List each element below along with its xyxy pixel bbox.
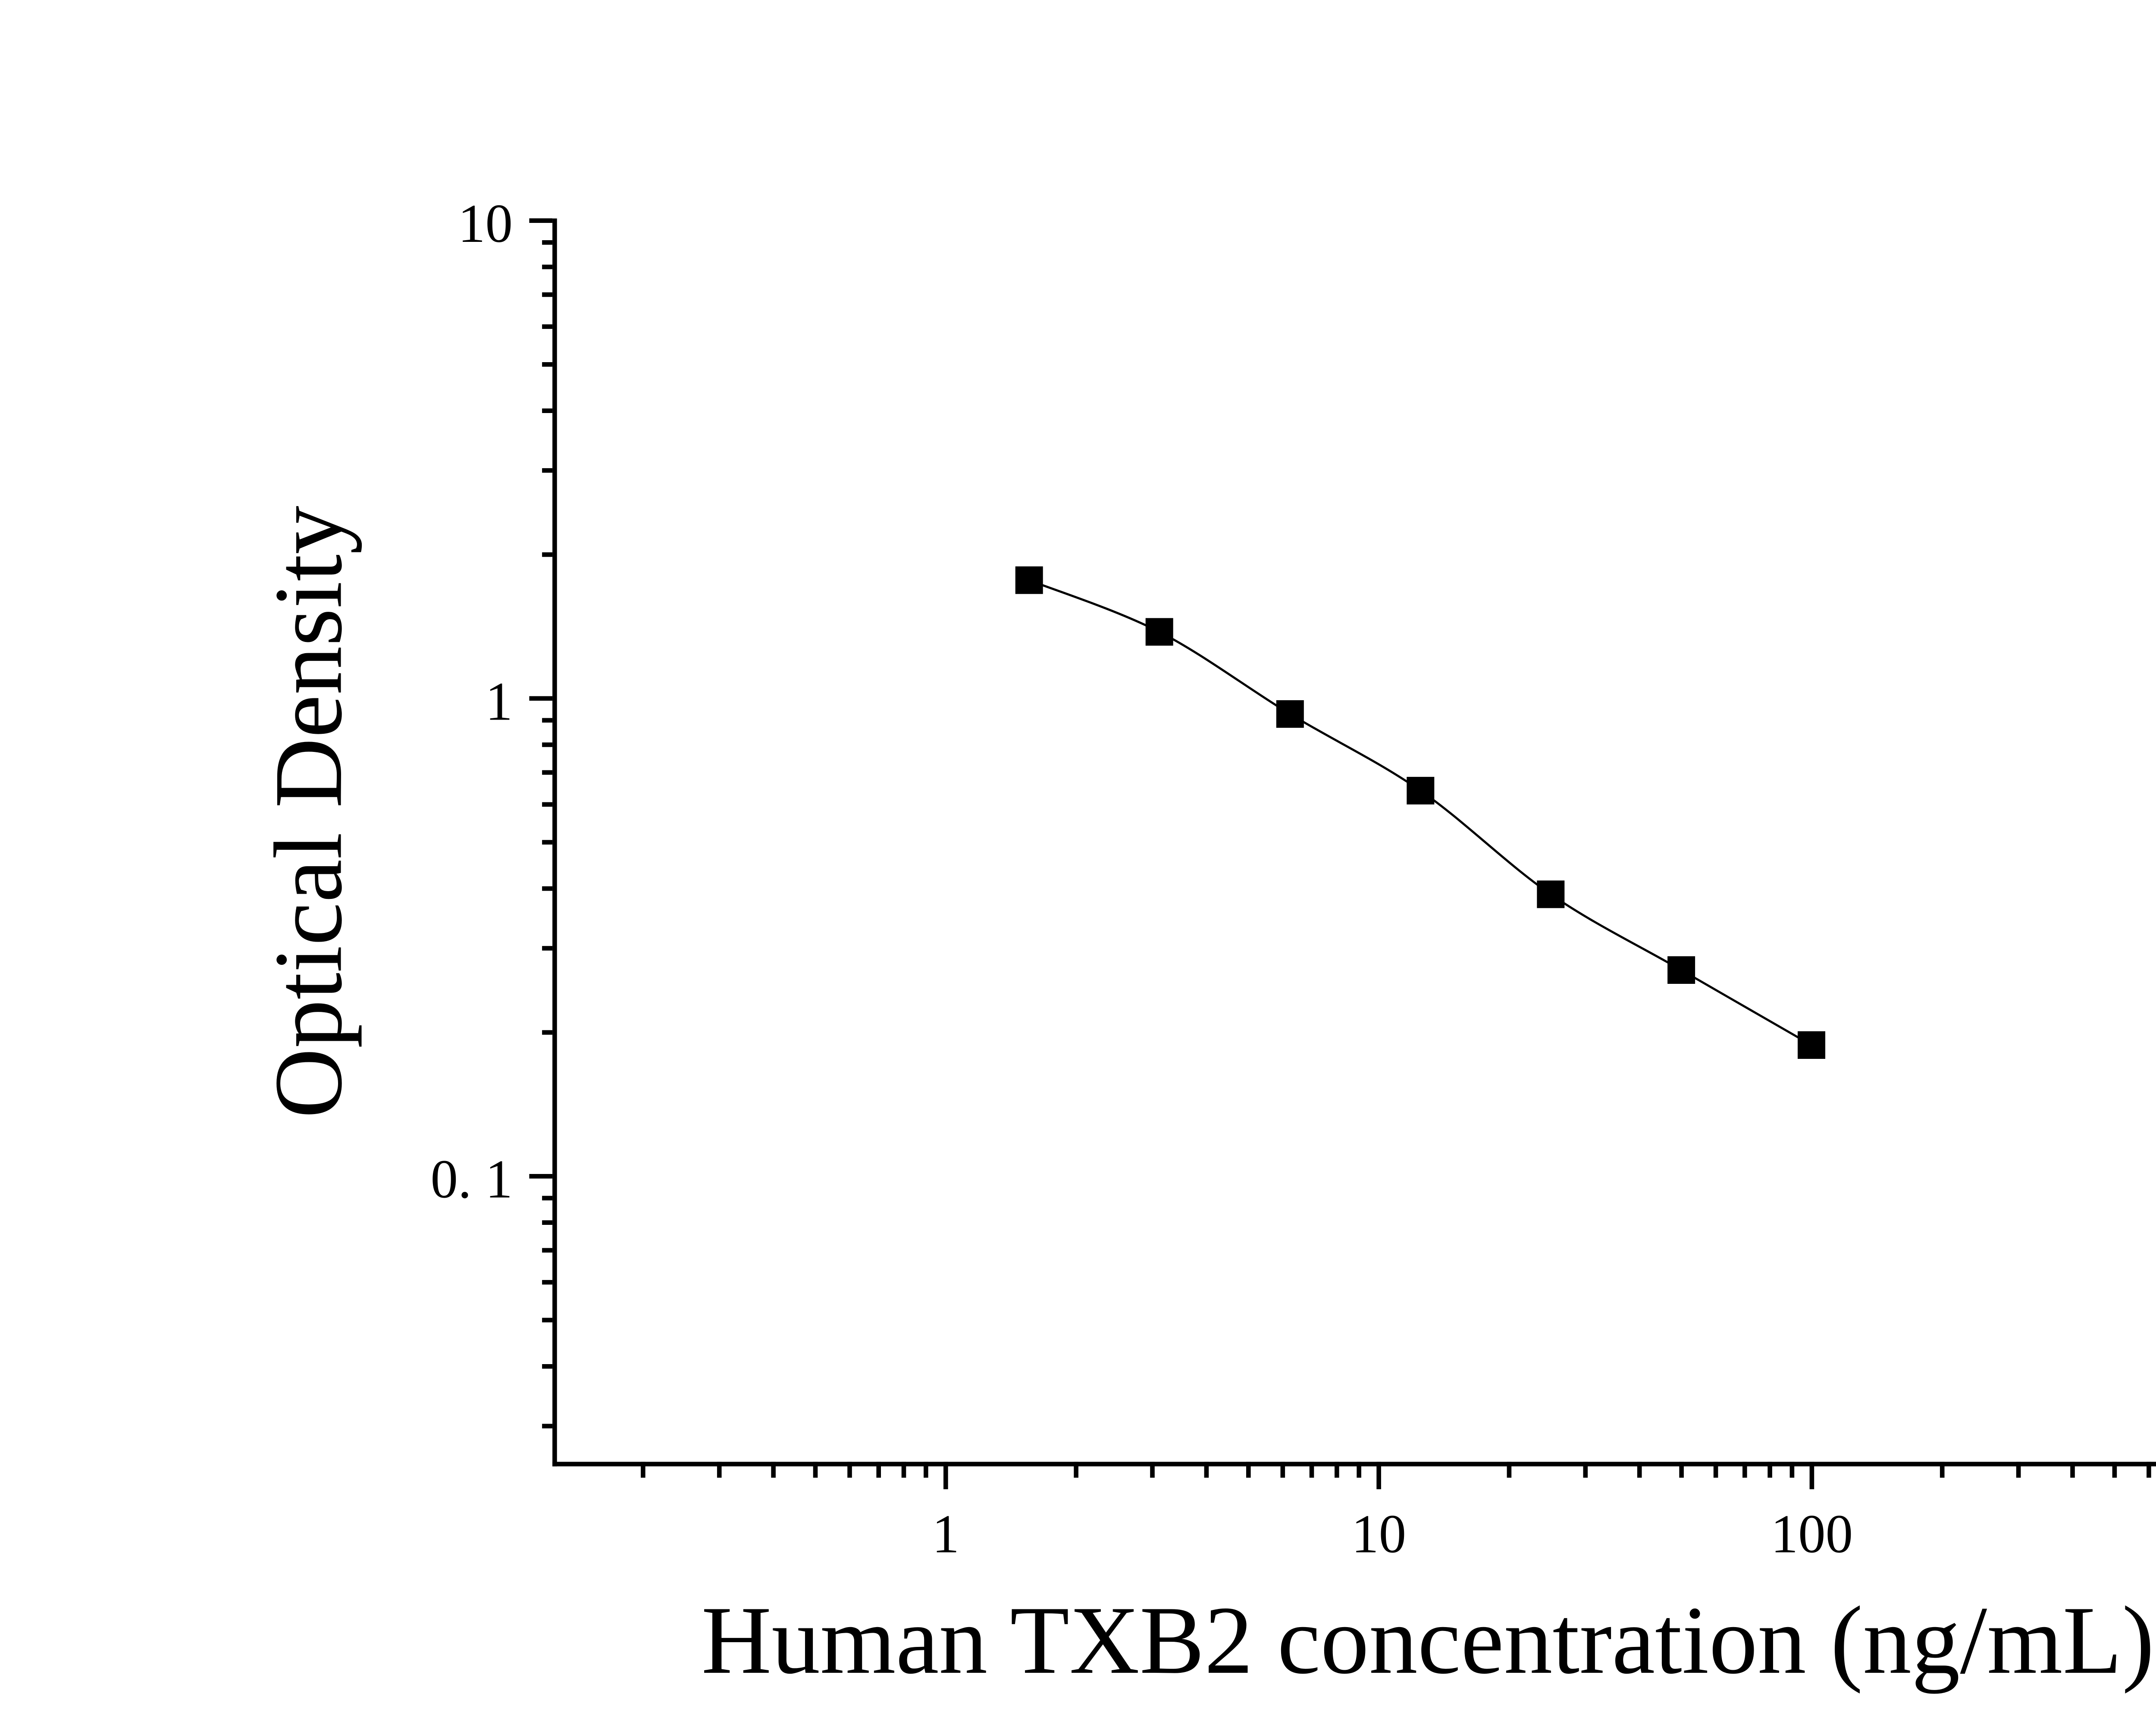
- svg-text:1: 1: [486, 671, 513, 732]
- svg-text:0. 1: 0. 1: [431, 1149, 513, 1210]
- svg-text:Optical Density: Optical Density: [254, 506, 362, 1118]
- svg-text:100: 100: [1771, 1504, 1853, 1565]
- svg-text:10: 10: [458, 194, 513, 254]
- svg-text:Human TXB2 concentration (ng/m: Human TXB2 concentration (ng/mL): [702, 1586, 2155, 1694]
- svg-text:10: 10: [1351, 1504, 1406, 1565]
- svg-text:1: 1: [932, 1504, 960, 1565]
